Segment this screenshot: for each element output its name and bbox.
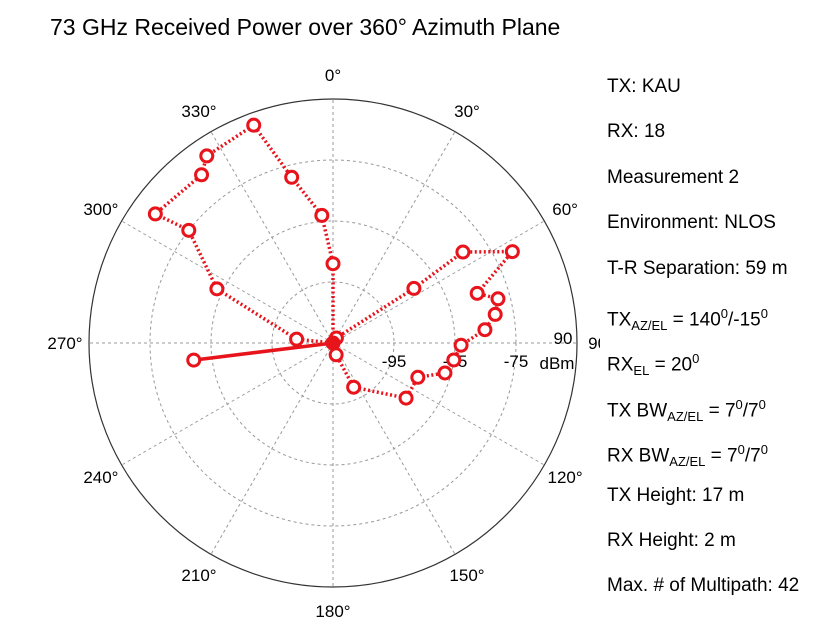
center-point	[326, 336, 340, 350]
radial-tick-label: -95	[382, 352, 407, 371]
data-point	[477, 322, 493, 338]
grid-spoke	[121, 220, 334, 344]
data-point	[446, 352, 462, 368]
info-tx-az-el: TXAZ/EL = 1400/-150	[607, 305, 768, 334]
data-point	[487, 306, 503, 322]
data-point	[284, 169, 300, 185]
grid-spoke	[332, 131, 456, 344]
angle-label: 240°	[83, 468, 118, 487]
angle-label: 30°	[454, 102, 480, 121]
angle-label: 0°	[325, 66, 341, 85]
angle-label: 300°	[83, 200, 118, 219]
data-point	[246, 117, 262, 133]
chart-title: 73 GHz Received Power over 360° Azimuth …	[50, 14, 561, 40]
angle-label: 90°	[588, 334, 600, 353]
outer-ring	[88, 98, 578, 588]
data-point	[490, 291, 506, 307]
grid-spoke	[332, 342, 545, 466]
data-point	[346, 379, 362, 395]
angle-label: 60°	[552, 200, 578, 219]
data-point	[181, 222, 197, 238]
data-point	[289, 331, 305, 347]
info-rx-bw: RX BWAZ/EL = 70/70	[607, 442, 768, 470]
data-point	[455, 244, 471, 260]
angle-label: 330°	[181, 102, 216, 121]
info-tx: TX: KAU	[607, 76, 681, 97]
grid-spoke	[332, 220, 545, 344]
series-line	[193, 341, 334, 362]
radial-tick-label: -75	[504, 352, 529, 371]
angle-labels: 0° 30° 60° 90° 120° 150° 180° 210° 240° 270° 300° 3…	[47, 66, 600, 621]
angle-label: 120°	[548, 468, 583, 487]
data-point	[469, 285, 485, 301]
grid-spoke	[121, 342, 334, 466]
data-point	[406, 280, 422, 296]
angle-label: 270°	[47, 334, 82, 353]
info-tx-height: TX Height: 17 m	[607, 484, 745, 506]
data-point	[410, 369, 426, 385]
data-point	[437, 365, 453, 381]
polar-plot: 0° 30° 60° 90° 120° 150° 180° 210° 240° 270° 300° 3…	[47, 66, 600, 621]
data-point	[453, 337, 469, 353]
data-point	[209, 281, 225, 297]
grid-spoke	[332, 342, 456, 555]
info-rx: RX: 18	[607, 121, 666, 143]
data-point	[398, 390, 414, 406]
data-series	[147, 117, 520, 406]
data-point	[186, 352, 202, 368]
data-point	[504, 244, 520, 260]
data-point	[328, 347, 344, 363]
angle-label: 180°	[315, 602, 350, 621]
info-separation: T-R Separation: 59 m	[607, 257, 788, 279]
series-line	[153, 123, 515, 400]
data-point	[199, 148, 215, 164]
angle-label: 210°	[181, 566, 216, 585]
info-multipath: Max. # of Multipath: 42	[607, 575, 800, 597]
data-point	[314, 207, 330, 223]
grid-spoke	[210, 342, 334, 555]
info-tx-bw: TX BWAZ/EL = 70/70	[607, 396, 766, 424]
outer-ring-label: 90	[554, 329, 573, 348]
info-rx-el: RXEL = 200	[607, 351, 700, 379]
data-point	[325, 256, 341, 272]
info-measurement: Measurement 2	[607, 166, 740, 188]
info-environment: Environment: NLOS	[607, 212, 776, 234]
measurement-info: TX: KAU RX: 18 Measurement 2 Environment…	[607, 74, 822, 619]
polar-grid	[88, 98, 578, 588]
data-point	[147, 206, 163, 222]
info-rx-height: RX Height: 2 m	[607, 529, 736, 551]
data-point	[194, 167, 210, 183]
angle-label: 150°	[449, 566, 484, 585]
grid-spoke	[210, 131, 334, 344]
radial-unit-label: dBm	[540, 354, 575, 373]
